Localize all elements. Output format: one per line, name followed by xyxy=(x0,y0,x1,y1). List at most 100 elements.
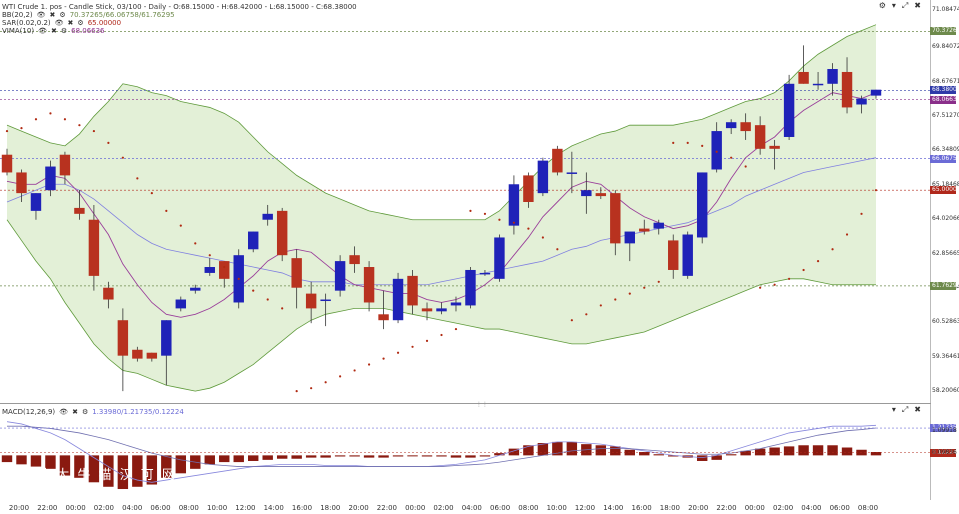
candle-body xyxy=(450,302,462,306)
candle xyxy=(696,172,708,244)
x-tick-label: 16:00 xyxy=(631,504,652,512)
candle-body xyxy=(725,122,737,129)
candle xyxy=(624,231,635,262)
candle-body xyxy=(566,172,578,174)
expand-icon[interactable]: ⤢ xyxy=(901,405,909,414)
candle-body xyxy=(668,240,679,270)
gear-icon[interactable]: ⚙ xyxy=(59,11,66,19)
macd-histogram-bar xyxy=(16,455,27,465)
candle-body xyxy=(334,261,346,291)
bollinger-upper-line xyxy=(6,24,877,221)
candle-body xyxy=(103,287,114,300)
candle xyxy=(74,190,85,220)
close-icon[interactable]: ✖ xyxy=(50,27,57,35)
sar-dot xyxy=(715,150,718,153)
panel-divider[interactable] xyxy=(0,403,931,404)
candle-body xyxy=(812,83,824,86)
sar-dot xyxy=(541,236,544,239)
sar-dot xyxy=(599,304,602,307)
macd-histogram-bar xyxy=(262,455,273,460)
macd-histogram-bar xyxy=(421,455,433,457)
candle-body xyxy=(523,175,534,202)
chevron-down-icon[interactable]: ▾ xyxy=(891,1,896,10)
sar-dot xyxy=(469,209,472,212)
price-chart[interactable] xyxy=(0,0,930,402)
macd-histogram-bar xyxy=(334,455,346,457)
sar-dot xyxy=(63,118,67,121)
candle xyxy=(827,63,838,96)
sar-dot xyxy=(237,277,240,280)
bb-name: BB(20,2) xyxy=(2,11,33,19)
close-icon[interactable]: ✖ xyxy=(49,11,56,19)
macd-histogram-bar xyxy=(276,455,288,459)
sar-dot xyxy=(208,254,211,257)
x-tick-label: 20:00 xyxy=(688,504,709,512)
x-tick-label: 04:00 xyxy=(122,504,143,512)
candle xyxy=(508,175,520,235)
candle xyxy=(523,172,534,208)
candle xyxy=(450,296,462,312)
close-icon[interactable]: ✖ xyxy=(914,1,921,10)
candle-body xyxy=(276,210,288,256)
sar-dot xyxy=(759,286,762,289)
wma-legend: VIMA(10) 👁 ✖ ⚙ 68.06636 xyxy=(2,26,105,36)
y-tick-label: 67.51270 xyxy=(932,111,959,119)
settings-icon[interactable]: ⚙ xyxy=(878,1,886,10)
macd-histogram-bar xyxy=(769,447,780,456)
chevron-down-icon[interactable]: ▾ xyxy=(891,405,896,414)
macd-histogram-bar xyxy=(88,455,100,483)
x-tick-label: 18:00 xyxy=(320,504,341,512)
x-tick-label: 08:00 xyxy=(857,504,879,512)
macd-histogram-bar xyxy=(59,455,71,476)
sar-dot xyxy=(860,212,863,215)
sar-dot xyxy=(730,156,733,159)
close-icon[interactable]: ✖ xyxy=(67,19,74,27)
expand-icon[interactable]: ⤢ xyxy=(901,1,909,10)
eye-icon[interactable]: 👁 xyxy=(36,11,46,19)
sar-dot xyxy=(411,345,414,348)
candle-body xyxy=(378,314,389,321)
sar-dot xyxy=(310,387,313,390)
macd-histogram-bar xyxy=(668,455,679,457)
eye-icon[interactable]: 👁 xyxy=(54,19,64,27)
y-tick-label: 62.85665 xyxy=(932,249,959,257)
x-tick-label: 10:00 xyxy=(207,504,228,512)
candle xyxy=(291,249,302,309)
candle xyxy=(870,89,882,99)
close-icon[interactable]: ✖ xyxy=(914,405,921,414)
eye-icon[interactable]: 👁 xyxy=(59,408,69,416)
candle-body xyxy=(117,320,129,356)
candle xyxy=(812,71,824,90)
eye-icon[interactable]: 👁 xyxy=(38,27,47,35)
sar-dot xyxy=(802,268,805,272)
candle xyxy=(537,157,549,197)
gear-icon[interactable]: ⚙ xyxy=(60,27,68,35)
candle-body xyxy=(754,125,766,149)
macd-chart[interactable] xyxy=(0,404,930,500)
sar-dot xyxy=(585,313,588,316)
gear-icon[interactable]: ⚙ xyxy=(77,19,84,27)
macd-line xyxy=(6,421,877,483)
candle-body xyxy=(16,172,27,194)
x-tick-label: 02:00 xyxy=(773,504,794,512)
candle xyxy=(421,302,433,321)
candle-body xyxy=(421,308,433,312)
resize-grip[interactable]: ⋮⋮ xyxy=(476,401,488,408)
gear-icon[interactable]: ⚙ xyxy=(81,408,89,416)
candle xyxy=(798,45,809,84)
macd-histogram-bar xyxy=(450,455,462,458)
sar-dot xyxy=(121,156,124,159)
macd-histogram-bar xyxy=(754,448,766,456)
candle-body xyxy=(305,293,317,309)
candle-body xyxy=(783,83,795,137)
candle-body xyxy=(494,237,505,279)
candle-body xyxy=(363,267,375,303)
macd-histogram-bar xyxy=(479,455,491,457)
candle-body xyxy=(537,160,549,194)
candle xyxy=(639,219,650,235)
x-tick-label: 12:00 xyxy=(235,504,256,512)
close-icon[interactable]: ✖ xyxy=(72,408,78,416)
candle xyxy=(610,190,621,256)
candle xyxy=(88,204,100,291)
x-tick-label: 04:00 xyxy=(801,504,822,512)
